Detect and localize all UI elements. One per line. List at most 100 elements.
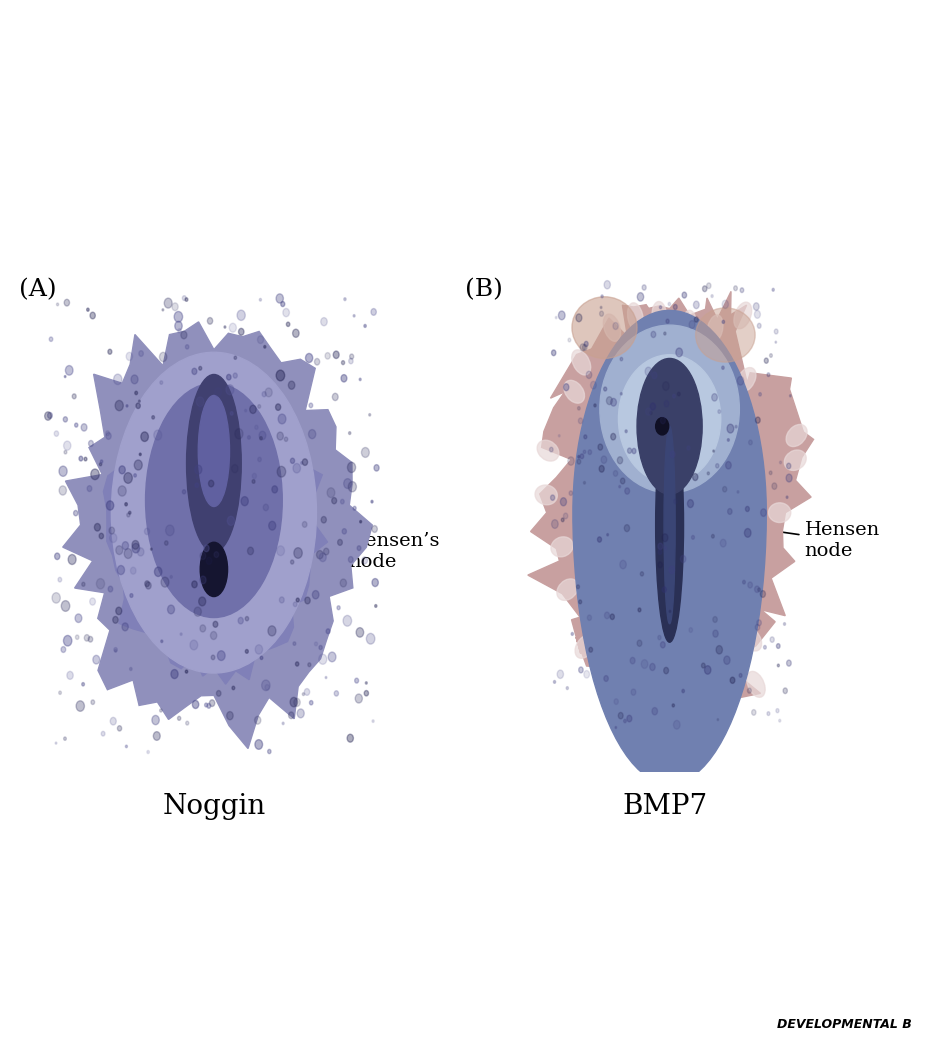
Circle shape (650, 403, 656, 411)
Polygon shape (528, 292, 814, 752)
Circle shape (326, 353, 330, 359)
Circle shape (624, 719, 626, 722)
Circle shape (606, 397, 612, 404)
Circle shape (772, 289, 775, 291)
Circle shape (770, 637, 775, 643)
Circle shape (269, 521, 275, 530)
Circle shape (126, 404, 128, 407)
Circle shape (754, 311, 761, 318)
Circle shape (553, 680, 555, 684)
Circle shape (268, 750, 271, 754)
Circle shape (113, 648, 117, 652)
Circle shape (711, 295, 713, 297)
Circle shape (652, 372, 657, 379)
Circle shape (132, 541, 139, 549)
Circle shape (594, 404, 596, 407)
Circle shape (333, 351, 339, 358)
Circle shape (723, 320, 724, 323)
Ellipse shape (538, 440, 559, 461)
Circle shape (258, 457, 261, 462)
Text: DEVELOPMENTAL B: DEVELOPMENTAL B (777, 1018, 911, 1031)
Circle shape (599, 465, 604, 472)
Ellipse shape (784, 450, 806, 470)
Circle shape (87, 486, 92, 491)
Circle shape (664, 332, 666, 335)
Circle shape (755, 417, 760, 423)
Circle shape (372, 526, 378, 532)
Circle shape (670, 610, 671, 612)
Circle shape (193, 700, 199, 709)
Circle shape (227, 712, 233, 720)
Circle shape (582, 344, 587, 351)
Circle shape (249, 405, 257, 414)
Circle shape (115, 400, 124, 411)
Circle shape (277, 432, 284, 440)
Circle shape (293, 642, 296, 646)
Circle shape (600, 307, 602, 309)
Circle shape (134, 474, 137, 477)
Circle shape (61, 601, 70, 611)
Circle shape (775, 341, 777, 343)
Circle shape (238, 617, 244, 624)
Ellipse shape (786, 424, 807, 446)
Circle shape (724, 656, 730, 665)
Circle shape (81, 424, 87, 432)
Circle shape (122, 623, 128, 631)
Circle shape (89, 597, 96, 605)
Circle shape (215, 387, 221, 396)
Circle shape (707, 471, 710, 475)
Circle shape (167, 605, 175, 614)
Circle shape (54, 430, 59, 437)
Circle shape (309, 403, 312, 407)
Circle shape (689, 628, 693, 632)
Circle shape (312, 590, 319, 598)
Circle shape (776, 709, 779, 713)
Circle shape (268, 626, 276, 636)
Circle shape (100, 460, 102, 463)
Circle shape (217, 691, 221, 696)
Circle shape (718, 410, 721, 414)
Circle shape (588, 615, 591, 621)
Circle shape (91, 700, 95, 705)
Circle shape (211, 655, 215, 659)
Circle shape (88, 441, 93, 446)
Ellipse shape (145, 383, 282, 617)
Circle shape (618, 457, 623, 464)
Circle shape (316, 550, 323, 559)
Circle shape (693, 474, 698, 481)
Circle shape (132, 543, 140, 553)
Circle shape (84, 457, 86, 461)
Circle shape (233, 373, 237, 378)
Circle shape (568, 457, 574, 465)
Circle shape (722, 366, 724, 370)
Text: BMP7: BMP7 (622, 793, 708, 820)
Circle shape (580, 454, 584, 459)
Circle shape (205, 704, 207, 707)
Ellipse shape (737, 368, 756, 392)
Circle shape (298, 709, 304, 718)
Circle shape (778, 719, 781, 722)
Circle shape (682, 292, 686, 298)
Circle shape (238, 329, 244, 335)
Circle shape (372, 720, 374, 722)
Circle shape (770, 354, 772, 357)
Circle shape (101, 732, 105, 736)
Circle shape (185, 298, 188, 301)
Circle shape (604, 387, 606, 391)
Circle shape (285, 437, 287, 441)
Ellipse shape (662, 718, 677, 748)
Circle shape (76, 700, 85, 711)
Circle shape (764, 646, 766, 649)
Circle shape (348, 462, 355, 472)
Circle shape (734, 286, 737, 291)
Circle shape (769, 471, 772, 475)
Circle shape (600, 311, 604, 316)
Circle shape (59, 691, 61, 694)
Circle shape (347, 734, 353, 742)
Circle shape (73, 510, 78, 516)
Ellipse shape (564, 380, 585, 403)
Circle shape (93, 655, 100, 664)
Circle shape (779, 461, 781, 464)
Circle shape (245, 410, 246, 412)
Ellipse shape (604, 314, 620, 341)
